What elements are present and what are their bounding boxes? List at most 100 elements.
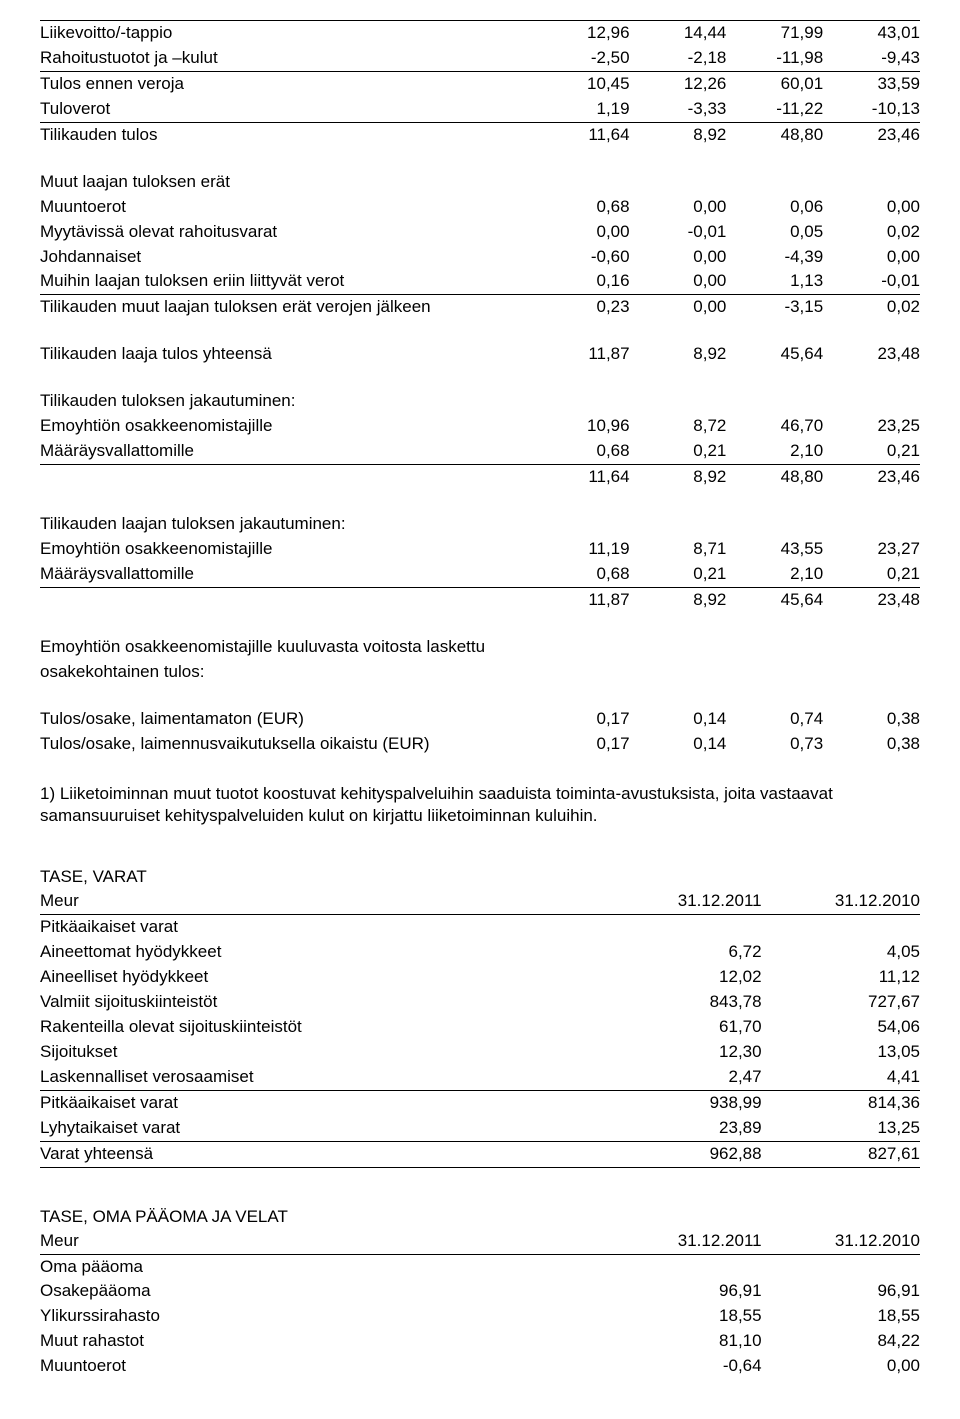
value-cell: 843,78 <box>603 990 761 1015</box>
row-label: Aineelliset hyödykkeet <box>40 965 603 990</box>
value-cell: 23,46 <box>823 465 920 490</box>
value-cell: 45,64 <box>726 587 823 612</box>
row-label: Pitkäaikaiset varat <box>40 1090 603 1115</box>
value-cell: 0,38 <box>823 707 920 732</box>
row-label: Lyhytaikaiset varat <box>40 1116 603 1141</box>
value-cell: 0,38 <box>823 732 920 757</box>
value-cell: -3,33 <box>630 97 727 122</box>
value-cell: 0,00 <box>533 220 630 245</box>
value-cell: 0,68 <box>533 562 630 587</box>
row-label: Laskennalliset verosaamiset <box>40 1065 603 1090</box>
value-cell: -0,60 <box>533 245 630 270</box>
row-label <box>40 465 533 490</box>
value-cell: -2,50 <box>533 46 630 71</box>
value-cell: 0,74 <box>726 707 823 732</box>
row-label <box>40 587 533 612</box>
balance-equity-table: Meur31.12.201131.12.2010Oma pääomaOsakep… <box>40 1229 920 1380</box>
value-cell: 0,05 <box>726 220 823 245</box>
value-cell: 0,00 <box>630 295 727 320</box>
row-label: Tulos/osake, laimentamaton (EUR) <box>40 707 533 732</box>
table-header-date: 31.12.2011 <box>603 889 761 914</box>
value-cell: 2,10 <box>726 562 823 587</box>
value-cell: 18,55 <box>603 1304 761 1329</box>
row-label: Määräysvallattomille <box>40 562 533 587</box>
value-cell: 0,73 <box>726 732 823 757</box>
value-cell: 2,47 <box>603 1065 761 1090</box>
value-cell: -2,18 <box>630 46 727 71</box>
value-cell: 13,05 <box>762 1040 920 1065</box>
other-comprehensive-heading: Muut laajan tuloksen erät <box>40 170 920 195</box>
value-cell: 10,45 <box>533 71 630 96</box>
row-label: Tilikauden tulos <box>40 122 533 147</box>
value-cell: 6,72 <box>603 940 761 965</box>
table-header-date: 31.12.2010 <box>762 1229 920 1254</box>
eps-heading-line1: Emoyhtiön osakkeenomistajille kuuluvasta… <box>40 635 920 660</box>
value-cell: 827,61 <box>762 1141 920 1167</box>
value-cell: 0,00 <box>630 269 727 294</box>
allocation-2-heading: Tilikauden laajan tuloksen jakautuminen: <box>40 512 920 537</box>
row-label: Määräysvallattomille <box>40 439 533 464</box>
row-label: Tulos ennen veroja <box>40 71 533 96</box>
value-cell: 0,21 <box>823 439 920 464</box>
row-label: Rakenteilla olevat sijoituskiinteistöt <box>40 1015 603 1040</box>
value-cell: 0,14 <box>630 732 727 757</box>
row-label: Tuloverot <box>40 97 533 122</box>
balance-assets-table: Meur31.12.201131.12.2010Pitkäaikaiset va… <box>40 889 920 1167</box>
value-cell: 84,22 <box>762 1329 920 1354</box>
value-cell: 12,02 <box>603 965 761 990</box>
row-label: Valmiit sijoituskiinteistöt <box>40 990 603 1015</box>
table-header-date: 31.12.2010 <box>762 889 920 914</box>
allocation-1-heading: Tilikauden tuloksen jakautuminen: <box>40 389 920 414</box>
value-cell: 96,91 <box>603 1279 761 1304</box>
value-cell: 0,16 <box>533 269 630 294</box>
value-cell: 0,00 <box>762 1354 920 1379</box>
value-cell: -3,15 <box>726 295 823 320</box>
value-cell: 0,21 <box>630 439 727 464</box>
value-cell: 0,00 <box>630 195 727 220</box>
row-label: Liikevoitto/-tappio <box>40 21 533 46</box>
row-label: Varat yhteensä <box>40 1141 603 1167</box>
value-cell: 12,26 <box>630 71 727 96</box>
value-cell: 11,12 <box>762 965 920 990</box>
value-cell: 23,27 <box>823 537 920 562</box>
value-cell: -11,98 <box>726 46 823 71</box>
value-cell: 13,25 <box>762 1116 920 1141</box>
value-cell: 33,59 <box>823 71 920 96</box>
value-cell: -10,13 <box>823 97 920 122</box>
value-cell: 8,72 <box>630 414 727 439</box>
row-label: Muihin laajan tuloksen eriin liittyvät v… <box>40 269 533 294</box>
equity-subheading: Oma pääoma <box>40 1254 920 1279</box>
value-cell: 11,64 <box>533 122 630 147</box>
value-cell: 1,13 <box>726 269 823 294</box>
value-cell: 11,87 <box>533 587 630 612</box>
value-cell: -0,01 <box>630 220 727 245</box>
value-cell: 0,17 <box>533 707 630 732</box>
value-cell: 54,06 <box>762 1015 920 1040</box>
balance-equity-title: TASE, OMA PÄÄOMA JA VELAT <box>40 1206 920 1229</box>
value-cell: 0,00 <box>630 245 727 270</box>
value-cell: 11,64 <box>533 465 630 490</box>
page: Liikevoitto/-tappio12,9614,4471,9943,01R… <box>0 0 960 1419</box>
value-cell: 8,92 <box>630 587 727 612</box>
row-label: Tilikauden muut laajan tuloksen erät ver… <box>40 295 533 320</box>
value-cell: 12,96 <box>533 21 630 46</box>
value-cell: -9,43 <box>823 46 920 71</box>
value-cell: 4,41 <box>762 1065 920 1090</box>
value-cell: 0,23 <box>533 295 630 320</box>
value-cell: 43,01 <box>823 21 920 46</box>
value-cell: 0,17 <box>533 732 630 757</box>
value-cell: 0,00 <box>823 195 920 220</box>
footnote: 1) Liiketoiminnan muut tuotot koostuvat … <box>40 783 920 829</box>
value-cell: 61,70 <box>603 1015 761 1040</box>
row-label: Myytävissä olevat rahoitusvarat <box>40 220 533 245</box>
table-header-label: Meur <box>40 1229 603 1254</box>
value-cell: 96,91 <box>762 1279 920 1304</box>
row-label: Ylikurssirahasto <box>40 1304 603 1329</box>
value-cell: 23,89 <box>603 1116 761 1141</box>
row-label: Emoyhtiön osakkeenomistajille <box>40 414 533 439</box>
value-cell: 8,92 <box>630 342 727 367</box>
row-label: Muuntoerot <box>40 195 533 220</box>
value-cell: 0,14 <box>630 707 727 732</box>
value-cell: 81,10 <box>603 1329 761 1354</box>
value-cell: 48,80 <box>726 122 823 147</box>
